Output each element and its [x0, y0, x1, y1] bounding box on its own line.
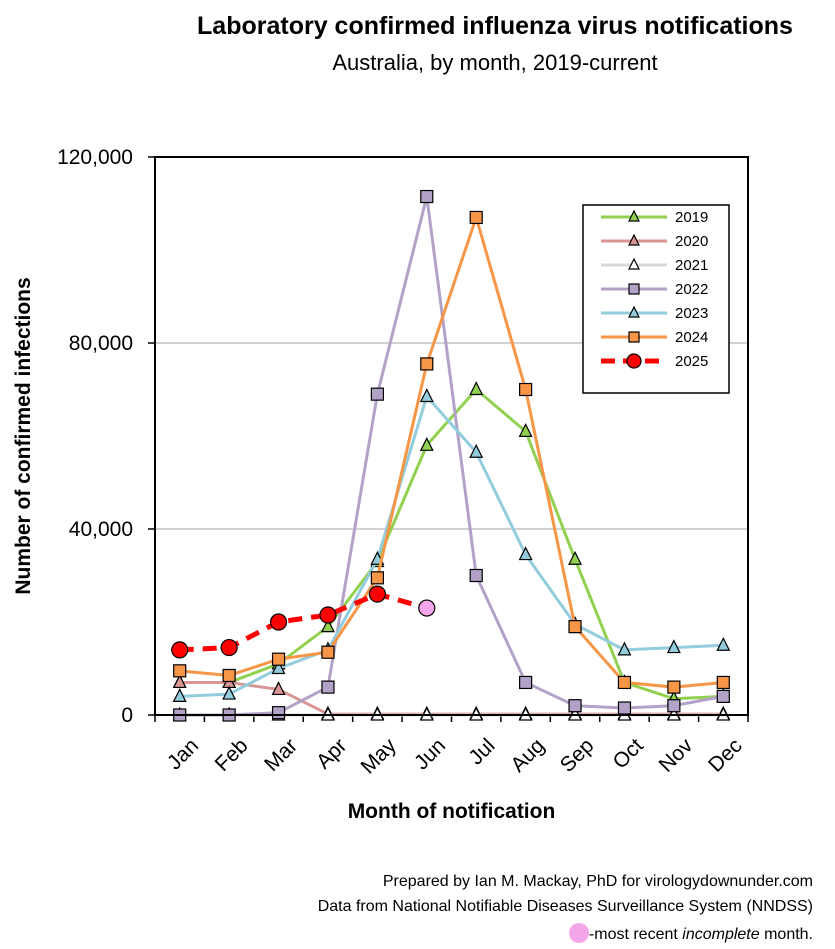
x-tick-label: Nov — [655, 734, 698, 777]
footer-source: Data from National Notifiable Diseases S… — [317, 898, 813, 915]
footer-note-emphasis: incomplete — [682, 926, 760, 943]
data-point-2025 — [220, 638, 238, 657]
data-point-2023 — [666, 639, 681, 654]
legend-marker-2023 — [628, 305, 640, 318]
legend-marker-2019 — [628, 209, 640, 222]
legend-label-2020: 2020 — [675, 233, 708, 250]
y-tick-label: 120,000 — [57, 146, 133, 169]
footer-credit: Prepared by Ian M. Mackay, PhD for virol… — [382, 873, 813, 890]
x-tick-label: Oct — [609, 734, 648, 773]
data-point-2023 — [222, 685, 237, 700]
legend-marker-2024 — [628, 331, 640, 343]
x-tick-label: Jan — [163, 734, 203, 774]
chart-title: Laboratory confirmed influenza virus not… — [197, 12, 793, 40]
legend-label-2019: 2019 — [675, 209, 708, 226]
data-point-2025 — [368, 585, 386, 603]
legend-label-2025: 2025 — [675, 353, 708, 370]
data-point-2022 — [321, 680, 335, 694]
data-point-2023 — [716, 636, 731, 651]
data-point-2025 — [171, 641, 189, 659]
data-point-2019 — [568, 550, 583, 565]
legend-marker-2020 — [628, 233, 640, 246]
x-tick-label: Apr — [312, 734, 351, 773]
series-line-2019 — [179, 388, 724, 701]
x-tick-label: Jul — [464, 734, 499, 769]
series-line-2022 — [179, 195, 724, 717]
legend-marker-2022 — [628, 283, 640, 295]
data-point-2022 — [420, 189, 434, 204]
legend-label-2023: 2023 — [675, 305, 708, 322]
y-tick-label: 40,000 — [69, 518, 133, 541]
data-point-2019 — [518, 423, 533, 437]
data-point-2024 — [716, 675, 730, 690]
data-point-2023 — [172, 688, 187, 703]
data-point-2024 — [222, 668, 236, 683]
footer-note-prefix: -most recent — [588, 926, 683, 943]
data-point-2024 — [617, 675, 632, 690]
data-point-2024 — [519, 382, 533, 397]
data-point-2022 — [519, 675, 533, 690]
footer-note-suffix: month. — [759, 926, 813, 943]
legend-label-2024: 2024 — [675, 329, 708, 346]
data-point-2022 — [271, 706, 286, 720]
data-point-2024 — [568, 620, 582, 634]
x-tick-label: Feb — [211, 734, 253, 776]
data-point-2022 — [617, 701, 632, 715]
data-point-2023 — [518, 546, 533, 561]
data-point-2023 — [419, 388, 434, 403]
data-point-2025 — [319, 606, 337, 624]
x-tick-label: Sep — [556, 734, 599, 777]
x-tick-label: Jun — [410, 734, 450, 774]
data-point-2022 — [716, 689, 730, 704]
footer-note: -most recent incomplete month. — [568, 923, 813, 944]
series-line-2024 — [179, 215, 724, 689]
data-point-2024 — [420, 357, 434, 371]
data-point-2023 — [271, 660, 286, 675]
series-2022 — [173, 189, 730, 722]
data-point-2019 — [320, 618, 335, 633]
series-2024 — [173, 210, 730, 694]
data-point-2022 — [370, 387, 384, 401]
data-point-2024 — [667, 680, 681, 694]
legend-marker-2021 — [628, 257, 640, 270]
data-point-2024 — [271, 652, 286, 666]
x-tick-label: Dec — [704, 734, 747, 777]
x-axis-title: Month of notification — [348, 800, 556, 823]
chart-subtitle: Australia, by month, 2019-current — [332, 50, 658, 75]
data-point-2019 — [469, 381, 484, 396]
incomplete-marker-icon — [568, 923, 589, 943]
x-tick-label: Aug — [506, 734, 549, 777]
data-point-2020 — [271, 681, 286, 696]
legend-marker-2025 — [626, 353, 642, 369]
data-point-2022 — [667, 699, 681, 713]
data-point-2023 — [617, 641, 632, 656]
data-point-2024 — [370, 571, 384, 585]
y-axis-title: Number of confirmed infections — [12, 277, 35, 594]
data-point-2019 — [419, 436, 434, 451]
data-point-2024 — [173, 664, 187, 678]
y-tick-label: 0 — [121, 704, 133, 727]
plot-border — [154, 156, 749, 716]
legend-label-2022: 2022 — [675, 281, 708, 298]
data-point-2022 — [469, 568, 483, 583]
y-tick-label: 80,000 — [69, 332, 133, 355]
data-point-2024 — [321, 645, 335, 659]
x-tick-label: Mar — [260, 734, 302, 776]
series-2025 — [171, 585, 436, 659]
data-point-2025 — [418, 599, 436, 617]
data-point-2020 — [172, 674, 187, 689]
legend-label-2021: 2021 — [675, 257, 708, 274]
data-point-2022 — [568, 699, 582, 713]
series-line-2023 — [179, 394, 724, 698]
x-tick-label: May — [356, 734, 401, 779]
data-point-2024 — [469, 210, 483, 225]
data-point-2023 — [469, 443, 484, 458]
data-point-2025 — [269, 613, 288, 631]
legend: 2019 2020 2021 2022 2023 2024 2025 — [582, 204, 730, 394]
